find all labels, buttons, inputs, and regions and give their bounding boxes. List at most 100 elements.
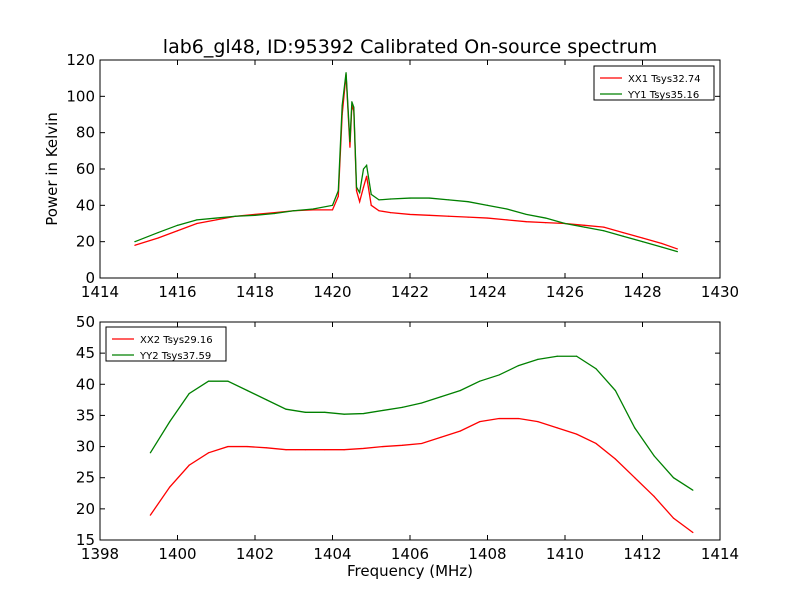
top-series-1-point — [341, 104, 343, 107]
bottom-series-0-point — [614, 458, 616, 460]
top-series-1-point — [235, 215, 237, 217]
bottom-series-0-point — [246, 445, 248, 448]
bottom-y-tick-label: 40 — [76, 375, 95, 393]
bottom-series-0-point — [595, 442, 597, 445]
bottom-series-1-point — [188, 393, 190, 395]
top-series-1-point — [448, 199, 450, 201]
top-series-1-point — [254, 214, 256, 216]
bottom-series-1-point — [421, 402, 423, 404]
top-series-0-point — [622, 231, 624, 234]
top-y-tick-label: 100 — [66, 87, 95, 105]
bottom-series-0-point — [440, 436, 442, 438]
bottom-y-tick-label: 45 — [76, 344, 95, 362]
top-series-1-point — [355, 186, 358, 188]
top-series-1-point — [176, 224, 179, 226]
bottom-series-1-point — [614, 389, 616, 392]
bottom-series-0-point — [285, 449, 287, 451]
bottom-series-0-point — [169, 486, 171, 488]
bottom-series-1-point — [653, 455, 655, 457]
bottom-series-0-point — [382, 445, 384, 448]
top-series-1-point — [353, 106, 355, 108]
bottom-series-1-point — [207, 380, 210, 382]
bottom-series-0-point — [207, 452, 210, 454]
top-series-0-point — [215, 219, 217, 221]
top-series-1-point — [564, 222, 566, 225]
bottom-series-1-point — [498, 374, 500, 376]
top-x-tick-label: 1428 — [623, 283, 661, 301]
bottom-series-0-point — [479, 421, 481, 423]
bottom-y-tick-label: 20 — [76, 500, 95, 518]
top-x-tick-label: 1416 — [158, 283, 196, 301]
top-series-1-point — [545, 217, 547, 219]
bottom-series-0-point — [692, 531, 694, 534]
top-y-tick-label: 120 — [66, 51, 95, 69]
bottom-series-0-point — [421, 442, 423, 445]
bottom-legend-label-0: XX2 Tsys29.16 — [140, 335, 213, 346]
bottom-series-0-point — [362, 447, 365, 450]
bottom-series-1-point — [537, 358, 539, 360]
bottom-legend-label-1: YY2 Tsys37.59 — [139, 351, 211, 362]
top-series-0-point — [676, 248, 678, 250]
bottom-series-1-point — [517, 365, 520, 367]
top-x-tick-label: 1418 — [236, 283, 274, 301]
top-series-0-point — [337, 195, 339, 197]
bottom-x-tick-label: 1404 — [313, 545, 351, 563]
top-series-1-point — [390, 198, 392, 200]
bottom-series-1-point — [595, 368, 597, 370]
bottom-series-0-point — [188, 464, 190, 466]
bottom-series-0-point — [149, 514, 151, 516]
bottom-plot: 1398 1400 1402 1404 1406 1408 1410 1412 1414 15 20… — [76, 313, 739, 563]
top-series-0-point — [486, 217, 489, 219]
bottom-series-1-point — [169, 421, 171, 423]
top-series-1-point — [349, 141, 351, 143]
top-series-0-point — [390, 212, 392, 214]
bottom-series-1-point — [401, 406, 403, 408]
bottom-legend-box — [105, 326, 227, 362]
top-series-0-point — [157, 237, 159, 239]
bottom-x-tick-label: 1398 — [81, 545, 119, 563]
bottom-series-0-point — [343, 449, 345, 451]
top-x-tick-label: 1422 — [391, 283, 429, 301]
top-series-1-point — [641, 241, 644, 243]
top-series-0-point — [545, 221, 547, 224]
top-series-0-point — [370, 204, 372, 206]
top-y-tick-label: 40 — [76, 196, 95, 214]
top-series-1-point — [428, 197, 430, 199]
top-legend-label-1: YY1 Tsys35.16 — [627, 90, 699, 101]
top-series-1-point — [525, 213, 527, 216]
bottom-y-tick-label: 35 — [76, 406, 95, 424]
top-series-1-point — [215, 217, 217, 219]
bottom-x-tick-label: 1414 — [701, 545, 739, 563]
top-x-tick-label: 1426 — [546, 283, 584, 301]
top-series-0-point — [362, 186, 365, 188]
bottom-series-0-point — [324, 449, 326, 451]
bottom-series-1-point — [556, 355, 558, 357]
top-series-1-point — [312, 208, 314, 210]
top-series-0-point — [366, 175, 368, 177]
top-x-tick-label: 1424 — [468, 283, 506, 301]
bottom-x-tick-label: 1408 — [468, 545, 506, 563]
bottom-series-1-point — [634, 427, 636, 429]
top-series-1-point — [359, 192, 361, 194]
bottom-x-tick-label: 1412 — [623, 545, 661, 563]
bottom-x-tick-label: 1406 — [391, 545, 429, 563]
bottom-series-1-point — [576, 355, 578, 357]
top-series-0-point — [467, 216, 469, 218]
top-series-1-point — [467, 201, 469, 203]
bottom-x-tick-label: 1402 — [236, 545, 274, 563]
top-series-0-point — [176, 230, 179, 232]
bottom-series-1-point — [343, 413, 345, 415]
top-legend: XX1 Tsys32.74 YY1 Tsys35.16 — [593, 65, 715, 101]
top-series-0-point — [583, 224, 585, 226]
bottom-series-1-point — [672, 477, 675, 479]
bottom-series-0-point — [498, 417, 500, 420]
bottom-x-tick-label: 1410 — [546, 545, 584, 563]
top-plot: 1414 1416 1418 1420 1422 1424 1426 1428 1430 0 20 4… — [66, 51, 739, 301]
top-series-1-point — [370, 193, 372, 196]
top-series-0-point — [428, 214, 430, 216]
bottom-series-0-point — [266, 447, 268, 449]
top-x-tick-label: 1414 — [81, 283, 119, 301]
top-y-axis-label: Power in Kelvin — [43, 112, 61, 226]
top-x-tick-label: 1420 — [313, 283, 351, 301]
